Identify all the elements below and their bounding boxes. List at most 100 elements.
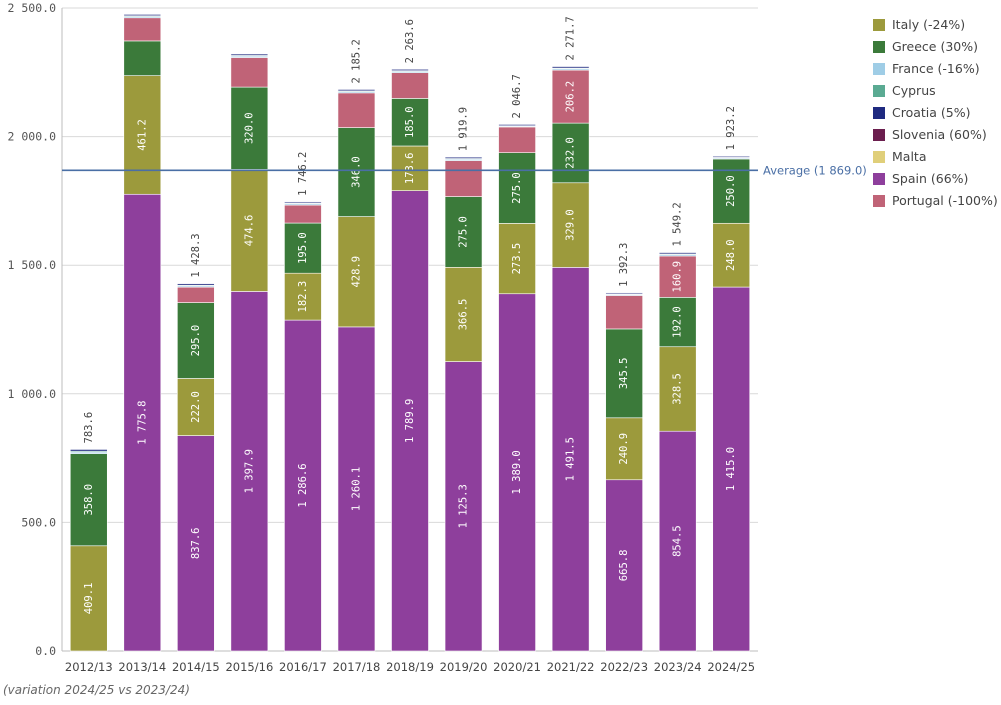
bar-segment xyxy=(498,124,536,126)
y-tick-label: 500.0 xyxy=(21,515,56,529)
segment-value-label: 273.5 xyxy=(511,243,523,275)
bar-segment xyxy=(551,122,590,184)
segment-value-label: 1 415.0 xyxy=(725,447,737,491)
segment-value-label: 275.0 xyxy=(511,172,523,204)
segment-value-label: 192.0 xyxy=(672,306,684,338)
x-tick-label: 2024/25 xyxy=(707,660,755,674)
y-tick-label: 2 500.0 xyxy=(8,1,57,15)
segment-value-label: 1 775.8 xyxy=(136,400,148,444)
segment-value-label: 854.5 xyxy=(672,525,684,557)
bar-segment xyxy=(123,193,162,652)
bar-segment xyxy=(605,417,643,481)
legend-swatch xyxy=(873,19,885,31)
bar-segment xyxy=(444,156,483,159)
bar-segment xyxy=(605,479,643,652)
bar-segment xyxy=(391,69,429,71)
bar-segment xyxy=(284,272,322,321)
bar-segment xyxy=(444,361,483,652)
bar-segment xyxy=(658,346,697,432)
segment-value-label: 345.5 xyxy=(618,358,630,390)
bar-segment xyxy=(337,216,376,328)
total-value-label: 2 271.7 xyxy=(565,16,577,60)
legend-label: Slovenia (60%) xyxy=(892,127,987,142)
segment-value-label: 474.6 xyxy=(243,215,255,247)
average-line-group: Average (1 869.0) xyxy=(62,163,867,177)
segment-value-label: 185.0 xyxy=(404,106,416,138)
bar-segment xyxy=(177,378,215,436)
total-value-label: 1 549.2 xyxy=(672,202,684,246)
bar-segment xyxy=(284,204,322,224)
bar-segment xyxy=(498,126,536,153)
bar-segment xyxy=(551,66,590,69)
bar-segment xyxy=(605,295,643,330)
x-tick-label: 2017/18 xyxy=(333,660,381,674)
bars xyxy=(69,14,751,652)
y-tick-label: 1 000.0 xyxy=(8,387,57,401)
segment-value-label: 328.5 xyxy=(672,373,684,405)
bar-segment xyxy=(177,286,215,303)
x-tick-label: 2013/14 xyxy=(118,660,166,674)
x-tick-label: 2014/15 xyxy=(172,660,220,674)
segment-value-label: 248.0 xyxy=(725,239,737,271)
x-tick-label: 2018/19 xyxy=(386,660,434,674)
segment-value-label: 1 260.1 xyxy=(350,467,362,511)
bar-segment xyxy=(230,86,269,170)
x-tick-label: 2012/13 xyxy=(65,660,113,674)
bar-segment xyxy=(444,267,483,362)
legend-label: Portugal (-100%) xyxy=(892,193,998,208)
x-tick-label: 2019/20 xyxy=(440,660,488,674)
legend-label: Italy (-24%) xyxy=(892,17,965,32)
x-tick-label: 2023/24 xyxy=(654,660,702,674)
segment-value-label: 1 397.9 xyxy=(243,449,255,493)
x-tick-label: 2015/16 xyxy=(225,660,273,674)
bar-segment xyxy=(444,160,483,197)
bar-segment xyxy=(230,53,269,56)
legend-label: Malta xyxy=(892,149,926,164)
bar-segment xyxy=(177,302,215,379)
legend-label: Cyprus xyxy=(892,83,936,98)
footnote: (variation 2024/25 vs 2023/24) xyxy=(3,683,190,697)
bar-segment xyxy=(230,57,269,88)
segment-value-label: 428.9 xyxy=(350,256,362,288)
total-value-label: 1 919.9 xyxy=(458,107,470,151)
legend-label: Greece (30%) xyxy=(892,39,978,54)
bar-segment xyxy=(391,145,429,191)
bar-segment xyxy=(658,255,697,298)
segment-value-label: 366.5 xyxy=(458,299,470,331)
bar-segment xyxy=(69,545,108,652)
bar-segment xyxy=(391,98,429,147)
axes: 0.0 500.0 1 000.0 1 500.0 2 000.0 2 500.0 2012… xyxy=(8,1,758,674)
bar-segment xyxy=(284,201,322,204)
segment-value-label: 837.6 xyxy=(190,527,202,559)
bar-segment xyxy=(391,72,429,99)
legend-swatch xyxy=(873,63,885,75)
segment-value-label: 1 491.5 xyxy=(565,437,577,481)
y-tick-label: 2 000.0 xyxy=(8,130,57,144)
segment-value-label: 346.0 xyxy=(350,156,362,188)
total-value-label: 783.6 xyxy=(83,412,95,444)
x-tick-label: 2022/23 xyxy=(600,660,648,674)
bar-labels: 409.1 358.0 783.6 1 775.8 461.2 837.6 222.0 295… xyxy=(83,16,737,614)
total-value-label: 2 263.6 xyxy=(404,19,416,63)
bar-segment xyxy=(177,283,215,286)
segment-value-label: 409.1 xyxy=(83,583,95,615)
bar-segment xyxy=(391,190,429,652)
bar-segment xyxy=(605,292,643,295)
bar-segment xyxy=(712,222,751,288)
legend-label: France (-16%) xyxy=(892,61,980,76)
segment-value-label: 160.9 xyxy=(672,261,684,293)
segment-value-label: 240.9 xyxy=(618,433,630,465)
segment-value-label: 1 389.0 xyxy=(511,450,523,494)
bar-segment xyxy=(444,196,483,268)
bar-segment xyxy=(284,319,322,652)
legend-label: Spain (66%) xyxy=(892,171,968,186)
segment-value-label: 329.0 xyxy=(565,209,577,241)
total-value-label: 1 428.3 xyxy=(190,233,202,277)
segment-value-label: 1 125.3 xyxy=(458,484,470,528)
segment-value-label: 232.0 xyxy=(565,137,577,169)
legend-swatch xyxy=(873,195,885,207)
legend-swatch xyxy=(873,129,885,141)
bar-segment xyxy=(123,75,162,195)
total-value-label: 1 923.2 xyxy=(725,106,737,150)
